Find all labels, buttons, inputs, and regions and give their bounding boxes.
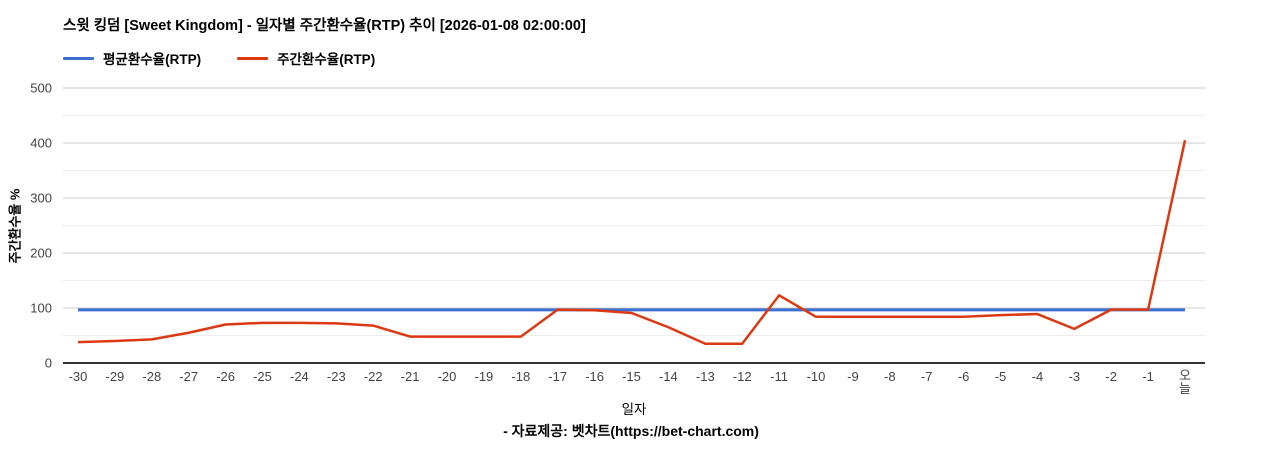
x-tick-label: -18 [511, 369, 530, 384]
y-tick-label: 200 [30, 246, 52, 261]
x-tick-label: -8 [884, 369, 896, 384]
x-tick-label: -21 [401, 369, 420, 384]
x-tick-label: -15 [622, 369, 641, 384]
x-tick-label: -1 [1142, 369, 1154, 384]
x-tick-label: -6 [958, 369, 970, 384]
x-tick-label: -20 [438, 369, 457, 384]
x-tick-label: -9 [847, 369, 859, 384]
x-tick-label: -29 [106, 369, 125, 384]
data-source-credit: - 자료제공: 벳차트(https://bet-chart.com) [503, 423, 759, 439]
legend-label-average-rtp: 평균환수율(RTP) [103, 52, 202, 67]
x-tick-label: -3 [1069, 369, 1081, 384]
x-tick-label: -16 [585, 369, 604, 384]
x-tick-label: -23 [327, 369, 346, 384]
x-tick-label: -24 [290, 369, 309, 384]
y-tick-label: 0 [45, 356, 52, 371]
weekly-rtp-line-swatch [237, 56, 269, 60]
y-tick-label: 400 [30, 136, 52, 151]
chart-title: 스윗 킹덤 [Sweet Kingdom] - 일자별 주간환수율(RTP) 추… [63, 18, 586, 34]
x-tick-label: -30 [69, 369, 88, 384]
x-tick-label: -27 [179, 369, 198, 384]
chart-legend: 평균환수율(RTP) 주간환수율(RTP) [63, 48, 375, 68]
x-tick-label: -4 [1032, 369, 1044, 384]
x-tick-label: -2 [1105, 369, 1117, 384]
x-tick-label: -17 [548, 369, 567, 384]
x-tick-label: -28 [142, 369, 161, 384]
y-tick-label: 300 [30, 191, 52, 206]
x-tick-label: -10 [807, 369, 826, 384]
weekly-rtp-line [77, 139, 1187, 345]
x-tick-label: -26 [216, 369, 235, 384]
legend-item-average-rtp: 평균환수율(RTP) [63, 48, 201, 68]
x-tick-label: -14 [659, 369, 678, 384]
average-rtp-line-swatch [63, 56, 94, 60]
x-tick-label: -19 [475, 369, 494, 384]
x-tick-label: -11 [770, 369, 788, 384]
x-tick-label: -5 [995, 369, 1007, 384]
x-tick-label: -7 [921, 369, 933, 384]
legend-label-weekly-rtp: 주간환수율(RTP) [277, 52, 376, 67]
y-tick-label: 100 [30, 301, 52, 316]
x-tick-label: -13 [696, 369, 715, 384]
y-tick-label: 500 [30, 81, 52, 96]
x-tick-label: -22 [364, 369, 383, 384]
x-axis-title: 일자 [621, 402, 647, 417]
legend-item-weekly-rtp: 주간환수율(RTP) [237, 48, 375, 68]
x-tick-label: -25 [253, 369, 272, 384]
x-tick-label: -12 [733, 369, 752, 384]
